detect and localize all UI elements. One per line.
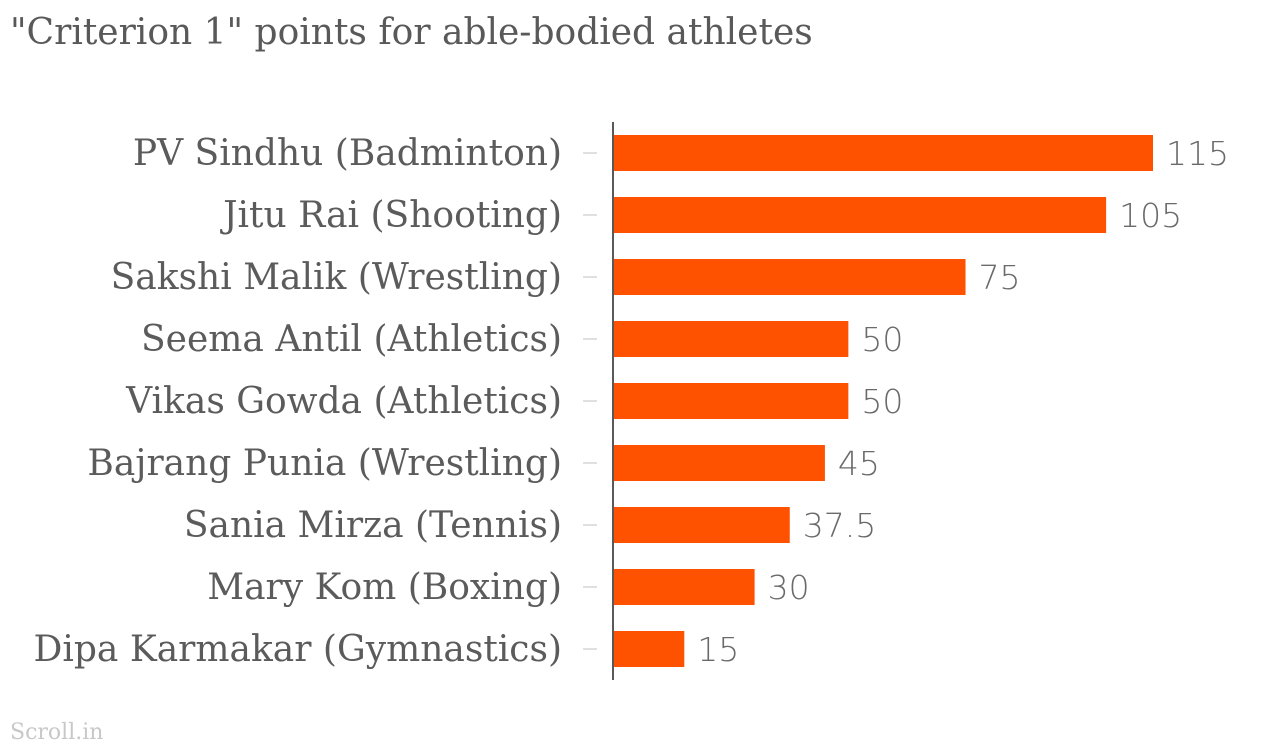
category-label: Jitu Rai (Shooting)	[219, 195, 562, 236]
bar	[614, 321, 849, 357]
credit-label: Scroll.in	[10, 720, 103, 745]
bar	[614, 507, 790, 543]
category-label: Dipa Karmakar (Gymnastics)	[34, 629, 563, 670]
value-label: 105	[1119, 196, 1182, 235]
category-label: Bajrang Punia (Wrestling)	[87, 443, 562, 484]
value-label: 115	[1166, 134, 1229, 173]
bar	[614, 569, 755, 605]
category-label: Mary Kom (Boxing)	[207, 567, 562, 608]
plot-area: PV Sindhu (Badminton) 115 Jitu Rai (Shooti…	[34, 133, 1230, 670]
bar	[614, 383, 849, 419]
value-label: 30	[768, 568, 810, 607]
bar	[614, 135, 1153, 171]
value-label: 50	[861, 382, 903, 421]
value-label: 37.5	[803, 506, 876, 545]
bar	[614, 631, 685, 667]
category-label: Vikas Gowda (Athletics)	[125, 381, 562, 422]
value-label: 50	[861, 320, 903, 359]
category-label: Sakshi Malik (Wrestling)	[111, 257, 562, 298]
category-label: Seema Antil (Athletics)	[141, 319, 562, 360]
bar	[614, 259, 966, 295]
value-label: 45	[838, 444, 880, 483]
category-label: Sania Mirza (Tennis)	[184, 505, 562, 546]
value-label: 15	[697, 630, 739, 669]
chart-title: "Criterion 1" points for able-bodied ath…	[10, 12, 813, 53]
category-label: PV Sindhu (Badminton)	[133, 133, 562, 174]
bar	[614, 197, 1107, 233]
value-label: 75	[979, 258, 1021, 297]
bar	[614, 445, 825, 481]
